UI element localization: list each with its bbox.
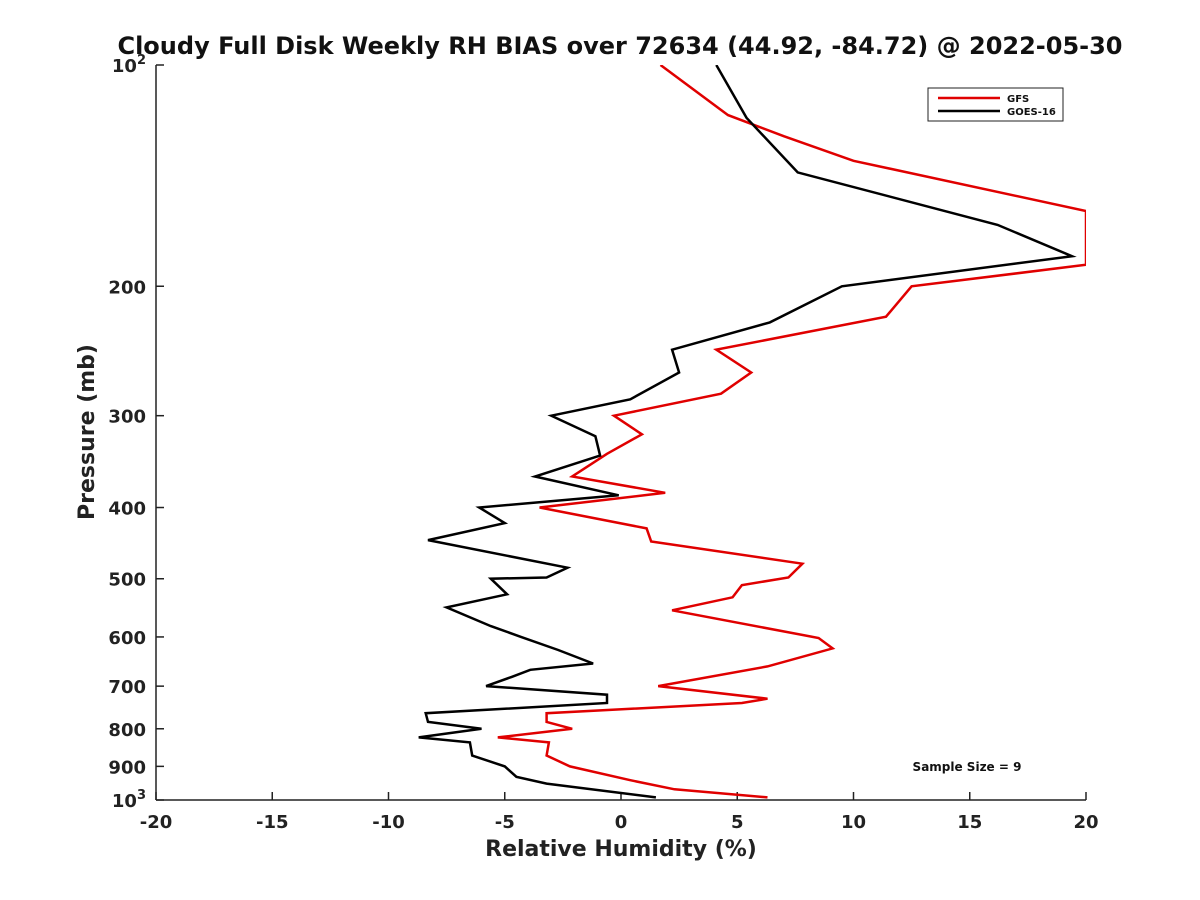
x-tick-label: 5 <box>731 812 744 833</box>
sample-size-annotation: Sample Size = 9 <box>913 760 1022 774</box>
y-axis-label: Pressure (mb) <box>75 344 100 520</box>
legend-label-gfs: GFS <box>1007 94 1029 105</box>
x-tick-label: 10 <box>841 812 866 833</box>
y-tick-label: 103 <box>112 788 146 812</box>
y-tick-label: 900 <box>108 757 146 778</box>
x-ticks: -20 -15 -10 -5 0 5 10 15 20 <box>140 792 1099 833</box>
x-tick-label: 15 <box>957 812 982 833</box>
y-tick-label: 800 <box>108 720 146 741</box>
x-axis-label: Relative Humidity (%) <box>485 837 757 862</box>
legend-label-goes16: GOES-16 <box>1007 107 1056 118</box>
x-tick-label: -5 <box>495 812 515 833</box>
y-tick-label: 300 <box>108 407 146 428</box>
series-layer <box>418 65 1086 799</box>
y-tick-label: 600 <box>108 628 146 649</box>
x-tick-label: -15 <box>256 812 289 833</box>
y-tick-label: 200 <box>108 277 146 298</box>
x-tick-label: -20 <box>140 812 173 833</box>
legend-box <box>927 87 1064 122</box>
y-ticks: 102 200 300 400 500 600 700 800 900 103 <box>108 53 164 812</box>
chart-title: Cloudy Full Disk Weekly RH BIAS over 726… <box>117 32 1122 60</box>
x-tick-label: 20 <box>1073 812 1098 833</box>
x-tick-label: 0 <box>615 812 628 833</box>
series-line-gfs <box>497 65 1086 799</box>
x-tick-label: -10 <box>372 812 405 833</box>
y-tick-label: 102 <box>112 53 146 77</box>
series-line-goes16 <box>418 65 1077 799</box>
y-tick-label: 500 <box>108 570 146 591</box>
legend: GFS GOES-16 <box>927 87 1064 122</box>
y-tick-label: 400 <box>108 499 146 520</box>
plot-area <box>155 65 1086 801</box>
y-tick-label: 700 <box>108 677 146 698</box>
